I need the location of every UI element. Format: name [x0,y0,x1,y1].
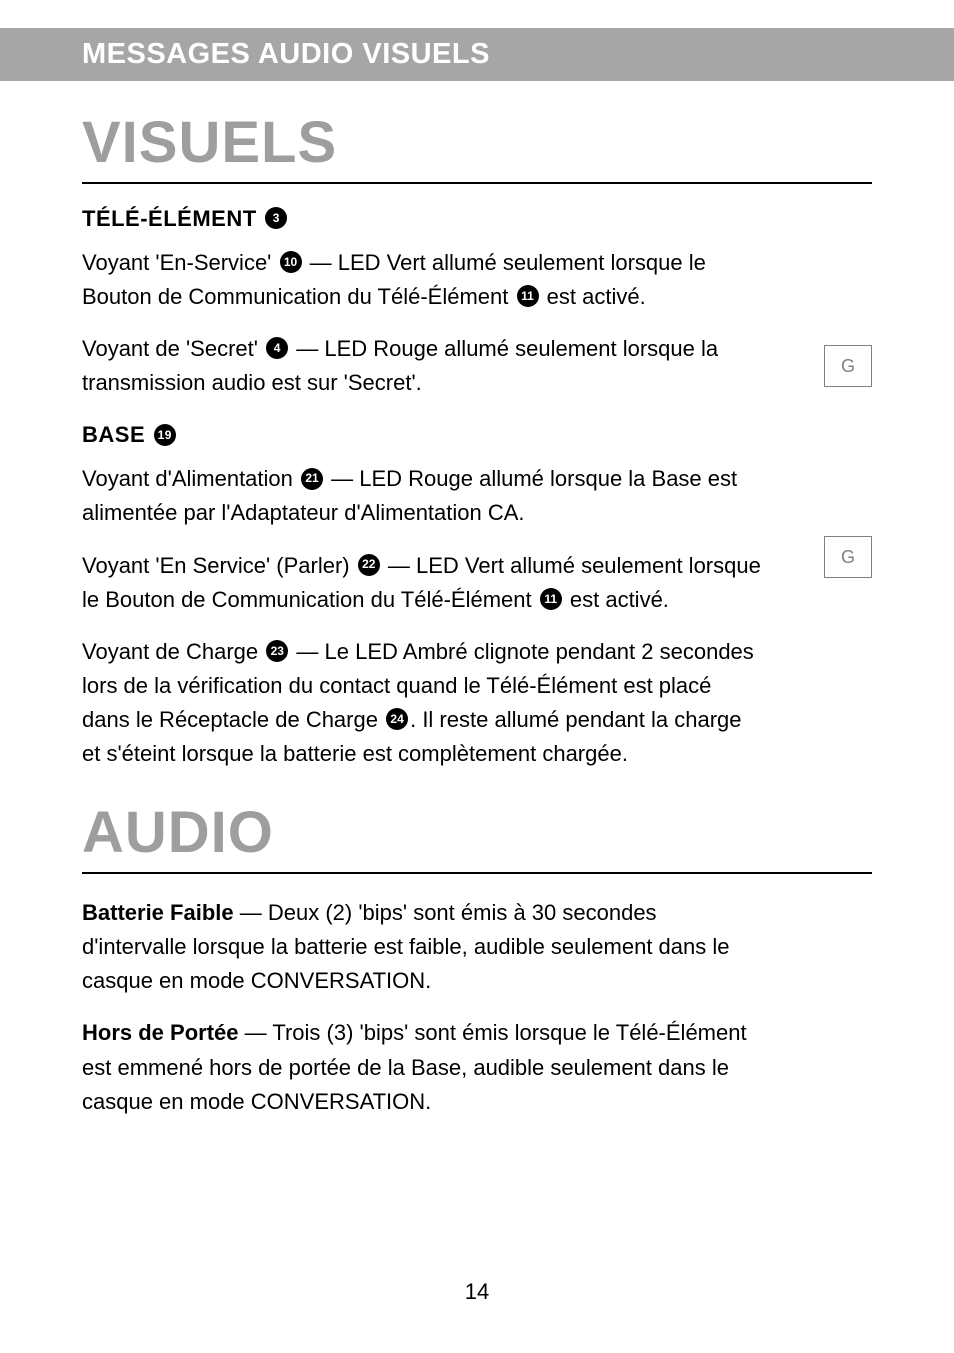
para-voyant-charge: Voyant de Charge 23 — Le LED Ambré clign… [82,635,762,771]
para-voyant-alimentation: Voyant d'Alimentation 21 — LED Rouge all… [82,462,762,530]
page-header-title: MESSAGES AUDIO VISUELS [82,38,490,70]
text-fragment: est activé. [547,284,646,309]
ref-circle-icon: 21 [301,468,323,490]
text-fragment: est activé. [570,587,669,612]
para-lead-hors: Hors de Portée [82,1020,239,1045]
ref-circle-icon: 11 [517,285,539,307]
ref-circle-icon: 23 [266,640,288,662]
section-title-audio: AUDIO [82,799,872,874]
side-reference-label-1: G [841,356,855,377]
para-voyant-secret: Voyant de 'Secret' 4 — LED Rouge allumé … [82,332,762,400]
ref-circle-icon: 10 [280,251,302,273]
text-fragment: Voyant de 'Secret' [82,336,258,361]
side-reference-label-2: G [841,547,855,568]
para-hors-de-portee: Hors de Portée — Trois (3) 'bips' sont é… [82,1016,762,1118]
text-fragment: Voyant 'En Service' (Parler) [82,553,350,578]
subheading-tele-text: TÉLÉ-ÉLÉMENT [82,206,257,231]
subheading-tele-element: TÉLÉ-ÉLÉMENT 3 [82,206,872,232]
ref-circle-icon: 3 [265,207,287,229]
ref-circle-icon: 22 [358,554,380,576]
side-reference-box-2: G [824,536,872,578]
text-fragment: Voyant d'Alimentation [82,466,293,491]
text-fragment: Voyant 'En-Service' [82,250,271,275]
page-header-bar: MESSAGES AUDIO VISUELS [0,28,954,81]
subheading-base-text: BASE [82,422,145,447]
text-fragment: Voyant de Charge [82,639,258,664]
subheading-base: BASE 19 [82,422,872,448]
para-lead-batterie: Batterie Faible [82,900,234,925]
para-batterie-faible: Batterie Faible — Deux (2) 'bips' sont é… [82,896,762,998]
side-reference-box-1: G [824,345,872,387]
page-number: 14 [0,1279,954,1305]
ref-circle-icon: 11 [540,588,562,610]
page-content: G G VISUELS TÉLÉ-ÉLÉMENT 3 Voyant 'En-Se… [0,109,954,1119]
ref-circle-icon: 24 [386,708,408,730]
para-voyant-en-service: Voyant 'En-Service' 10 — LED Vert allumé… [82,246,762,314]
section-title-visuels: VISUELS [82,109,872,184]
para-voyant-en-service-parler: Voyant 'En Service' (Parler) 22 — LED Ve… [82,549,762,617]
ref-circle-icon: 19 [154,424,176,446]
ref-circle-icon: 4 [266,337,288,359]
